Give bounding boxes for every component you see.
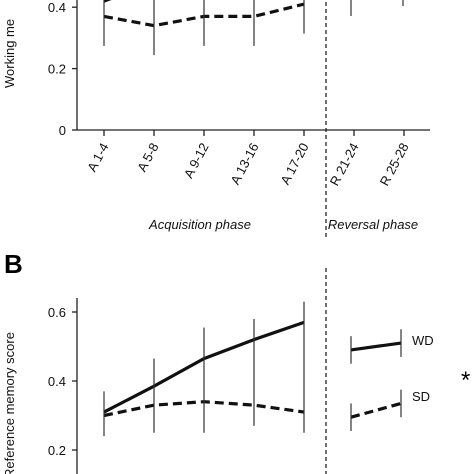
phase-label-reversal: Reversal phase [328, 217, 418, 232]
legend-sd: SD [412, 389, 430, 404]
panel-label-b: B [4, 249, 23, 279]
series-wd-reversal-line [350, 341, 402, 352]
y-axis-label: Working me [2, 19, 17, 88]
significance-star: * [461, 367, 470, 394]
y-tick-label: 0 [59, 123, 66, 138]
x-tick-label: R 25-28 [377, 140, 412, 188]
x-tick-label: A 9-12 [181, 140, 212, 180]
y-tick-label: 0.6 [48, 305, 66, 320]
y-tick-label: 0.4 [48, 374, 66, 389]
series-sd-reversal-line [350, 401, 402, 419]
x-tick-label: A 13-16 [227, 140, 261, 187]
y-tick-label: 0.2 [48, 62, 66, 77]
x-tick-label: A 5-8 [134, 140, 161, 174]
y-axis-label: Reference memory score [2, 332, 17, 474]
x-tick-label: R 21-24 [327, 140, 362, 188]
series-solid-line [103, 0, 112, 3]
legend-wd: WD [412, 333, 434, 348]
panel-a: 0 0.2 0.4 Working me A 1-4 A 5-8 A 9-12 A 13-16… [2, 0, 430, 240]
x-tick-label: A 1-4 [84, 140, 111, 174]
x-tick-label: A 17-20 [277, 140, 311, 187]
panel-b: 0.2 0.4 0.6 Reference memory score WD SD * [2, 268, 470, 474]
y-tick-label: 0.4 [48, 0, 66, 15]
phase-label-acquisition: Acquisition phase [148, 217, 251, 232]
y-tick-label: 0.2 [48, 443, 66, 458]
